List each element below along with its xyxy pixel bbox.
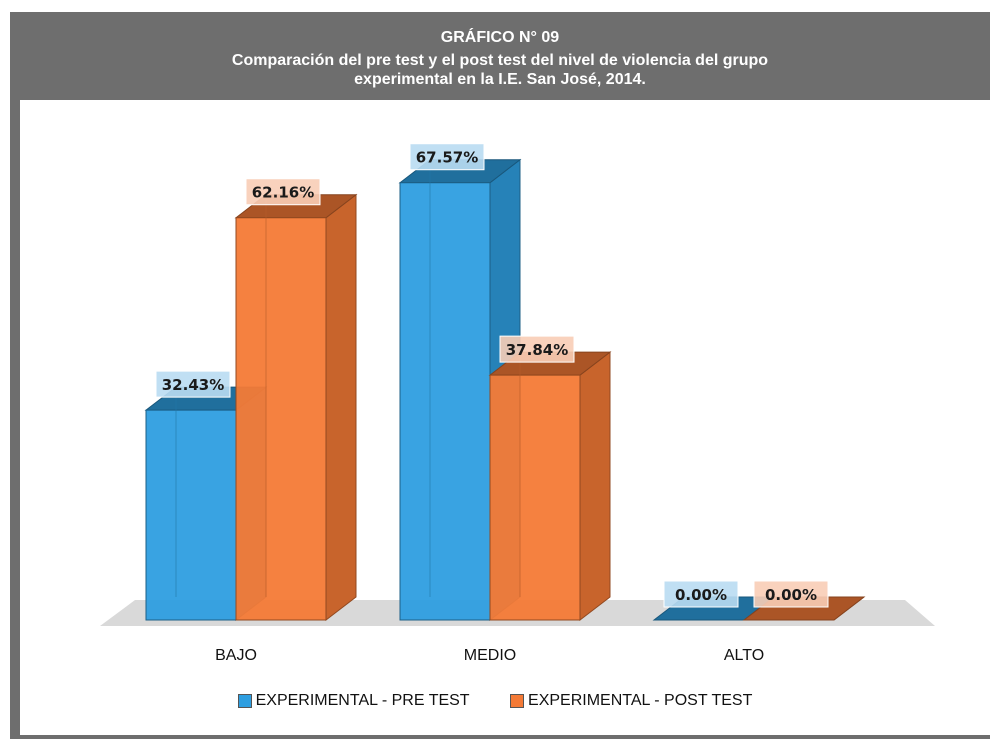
bar-front-1-1 [489, 374, 581, 621]
data-label-box-0-0 [155, 370, 231, 398]
legend-item-pre-test: EXPERIMENTAL - PRE TEST [237, 692, 470, 710]
category-label-0: BAJO [215, 647, 257, 664]
bottom-frame-border [10, 735, 990, 739]
legend-label-post-test: EXPERIMENTAL - POST TEST [528, 692, 753, 709]
data-label-1-1: 37.84% [506, 341, 568, 359]
chart-title: GRÁFICO N° 09 [440, 29, 560, 46]
data-label-0-0: 32.43% [162, 376, 224, 394]
legend-swatch-post-test [510, 694, 525, 708]
category-label-2: ALTO [724, 647, 764, 664]
data-label-box-1-0 [245, 178, 321, 206]
chart-subtitle-line-1: Comparación del pre test y el post test … [231, 52, 769, 69]
data-label-box-1-1 [499, 335, 575, 363]
bar-side-1-1 [579, 351, 611, 622]
chart-legend: EXPERIMENTAL - PRE TEST EXPERIMENTAL - P… [0, 692, 990, 713]
bar-side-1-0 [325, 193, 357, 622]
bar-front-0-1 [399, 182, 491, 621]
data-label-0-1: 67.57% [416, 149, 478, 167]
chart-subtitle-line-2: experimental en la I.E. San José, 2014. [354, 71, 646, 88]
data-label-1-2: 0.00% [765, 586, 817, 604]
legend-item-post-test: EXPERIMENTAL - POST TEST [510, 692, 752, 710]
chart-header: GRÁFICO N° 09 Comparación del pre test y… [10, 12, 990, 100]
data-label-box-0-2 [663, 580, 739, 608]
left-frame-border [10, 100, 20, 739]
legend-label-pre-test: EXPERIMENTAL - PRE TEST [255, 692, 470, 709]
bar-front-1-0 [235, 217, 327, 621]
data-label-0-2: 0.00% [675, 586, 727, 604]
category-label-1: MEDIO [464, 647, 516, 664]
data-label-box-0-1 [409, 143, 485, 171]
bar-front-0-0 [145, 409, 237, 621]
data-label-1-0: 62.16% [252, 184, 314, 202]
chart-subtitle: Comparación del pre test y el post test … [10, 51, 990, 89]
data-label-box-1-2 [753, 580, 829, 608]
legend-swatch-pre-test [237, 694, 252, 708]
